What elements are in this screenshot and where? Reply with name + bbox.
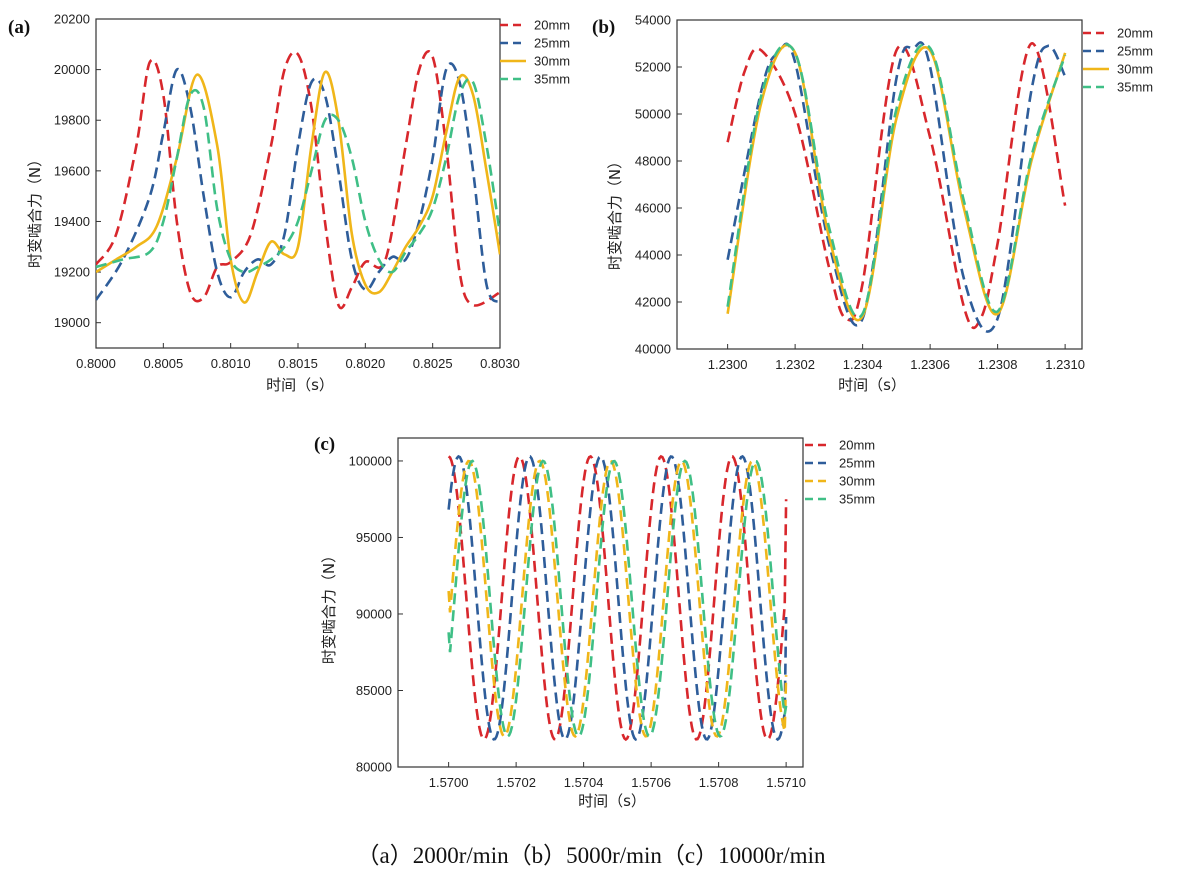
legend-label-20mm: 20mm: [534, 18, 570, 33]
legend-label-30mm: 30mm: [839, 474, 875, 489]
x-tick-label: 1.2302: [775, 357, 815, 372]
x-axis-label: 时间（s）: [838, 376, 906, 394]
x-tick-label: 0.8015: [278, 356, 318, 371]
legend-label-25mm: 25mm: [1117, 44, 1153, 59]
panel-label: (c): [314, 434, 335, 455]
legend: 20mm 25mm 30mm 35mm: [500, 18, 570, 87]
series-group: [96, 50, 500, 310]
series-line-35mm: [447, 459, 788, 739]
y-axis-label: 时变啮合力（N）: [26, 152, 44, 268]
series-line-30mm: [726, 43, 1067, 322]
y-tick-label: 85000: [356, 683, 392, 698]
y-tick-label: 100000: [349, 453, 392, 468]
y-tick-label: 19800: [54, 113, 90, 128]
series-line-20mm: [726, 42, 1067, 330]
legend-label-20mm: 20mm: [1117, 26, 1153, 41]
legend-label-30mm: 30mm: [1117, 62, 1153, 77]
y-axis-label: 时变啮合力（N）: [606, 154, 624, 270]
x-tick-label: 1.5708: [699, 775, 739, 790]
series-line-30mm: [96, 70, 500, 304]
x-tick-label: 1.2304: [843, 357, 883, 372]
y-tick-label: 48000: [635, 154, 671, 169]
series-line-20mm: [96, 50, 500, 310]
plot-frame: [676, 19, 1083, 350]
legend-label-35mm: 35mm: [1117, 80, 1153, 95]
y-tick-label: 46000: [635, 201, 671, 216]
series-line-25mm: [447, 454, 788, 742]
series-group: [447, 454, 788, 742]
panel-c: 80000 85000 90000 95000 100000 1.5700 1.5702 1.…: [314, 434, 875, 810]
x-tick-label: 1.2306: [910, 357, 950, 372]
panel-label: (a): [8, 17, 30, 38]
legend-label-20mm: 20mm: [839, 438, 875, 453]
figure-caption: （a）2000r/min（b）5000r/min（c）10000r/min: [356, 843, 826, 868]
y-tick-label: 20000: [54, 62, 90, 77]
y-tick-label: 42000: [635, 295, 671, 310]
legend-label-30mm: 30mm: [534, 54, 570, 69]
y-tick-label: 50000: [635, 107, 671, 122]
x-tick-label: 0.8025: [413, 356, 453, 371]
legend-label-25mm: 25mm: [839, 456, 875, 471]
y-tick-label: 52000: [635, 60, 671, 75]
legend-label-25mm: 25mm: [534, 36, 570, 51]
plot-frame: [397, 437, 804, 768]
series-line-20mm: [447, 454, 788, 742]
legend-label-35mm: 35mm: [839, 492, 875, 507]
series-line-30mm: [447, 459, 788, 739]
x-tick-label: 0.8030: [480, 356, 520, 371]
y-tick-label: 40000: [635, 342, 671, 357]
x-tick-label: 0.8005: [143, 356, 183, 371]
y-tick-label: 54000: [635, 13, 671, 28]
y-tick-label: 44000: [635, 248, 671, 263]
series-line-35mm: [726, 43, 1067, 319]
panel-label: (b): [592, 17, 615, 38]
legend: 20mm 25mm 30mm 35mm: [1083, 26, 1153, 95]
x-axis-label: 时间（s）: [266, 376, 334, 394]
x-tick-label: 0.8000: [76, 356, 116, 371]
y-tick-label: 80000: [356, 760, 392, 775]
x-tick-label: 1.5704: [564, 775, 604, 790]
x-tick-label: 1.5710: [766, 775, 806, 790]
x-tick-label: 1.5702: [496, 775, 536, 790]
y-tick-label: 19400: [54, 214, 90, 229]
x-tick-label: 1.2310: [1045, 357, 1085, 372]
y-tick-label: 19200: [54, 265, 90, 280]
panel-b: 40000 42000 44000 46000 48000 50000 52000 54000…: [592, 13, 1153, 395]
series-line-35mm: [96, 77, 500, 274]
y-tick-label: 95000: [356, 530, 392, 545]
x-tick-label: 1.2300: [708, 357, 748, 372]
legend-label-35mm: 35mm: [534, 72, 570, 87]
series-line-25mm: [96, 62, 500, 304]
x-tick-label: 1.5700: [429, 775, 469, 790]
y-tick-label: 19000: [54, 315, 90, 330]
x-tick-label: 1.2308: [978, 357, 1018, 372]
series-group: [726, 41, 1067, 333]
legend: 20mm 25mm 30mm 35mm: [805, 438, 875, 507]
y-tick-label: 20200: [54, 12, 90, 27]
panel-a: 19000 19200 19400 19600 19800 20000 20200 0.800…: [8, 12, 570, 395]
y-axis-label: 时变啮合力（N）: [320, 548, 338, 664]
y-tick-label: 19600: [54, 163, 90, 178]
x-axis-label: 时间（s）: [578, 792, 646, 810]
x-tick-label: 0.8010: [211, 356, 251, 371]
y-tick-label: 90000: [356, 606, 392, 621]
series-line-25mm: [726, 41, 1067, 333]
x-tick-label: 1.5706: [631, 775, 671, 790]
x-tick-label: 0.8020: [345, 356, 385, 371]
